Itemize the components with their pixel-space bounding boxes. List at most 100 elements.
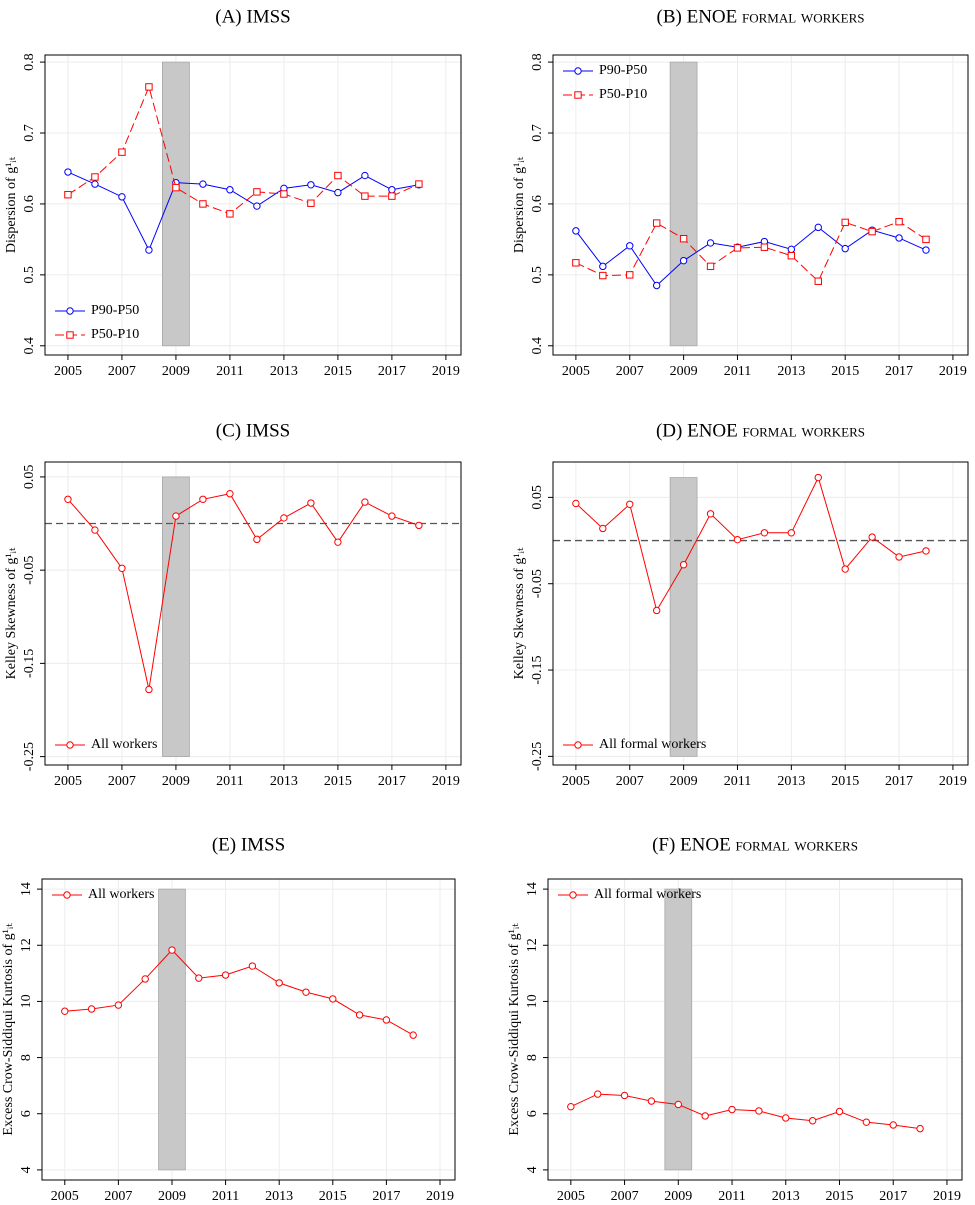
y-tick-label: 4 <box>525 1166 540 1173</box>
marker <box>868 227 876 236</box>
marker <box>226 210 234 218</box>
legend-label: P90-P50 <box>599 63 647 78</box>
marker <box>787 245 796 254</box>
x-tick-label: 2019 <box>939 364 967 379</box>
y-tick-label: 0.5 <box>530 266 545 284</box>
marker <box>61 1007 69 1015</box>
y-tick-label: 0.8 <box>22 53 37 70</box>
marker <box>679 256 688 265</box>
marker <box>814 473 822 482</box>
marker <box>199 200 207 208</box>
marker <box>674 1100 682 1109</box>
y-tick-label: 0.05 <box>530 485 545 510</box>
x-tick-label: 2007 <box>611 1189 639 1204</box>
marker <box>572 227 580 235</box>
legend-marker <box>66 307 74 315</box>
marker <box>226 186 234 194</box>
marker <box>91 173 99 181</box>
x-tick-label: 2015 <box>831 364 859 379</box>
x-tick-label: 2007 <box>104 1189 132 1204</box>
marker <box>388 512 396 520</box>
x-tick-label: 2005 <box>54 364 82 379</box>
plot-area <box>45 462 461 765</box>
legend-label: All formal workers <box>594 887 701 902</box>
legend-marker <box>66 331 74 339</box>
marker <box>253 535 261 544</box>
marker <box>706 262 715 271</box>
marker <box>361 498 369 506</box>
x-tick-label: 2017 <box>885 774 913 789</box>
y-tick-label: -0.25 <box>530 742 545 771</box>
marker <box>701 1112 709 1120</box>
marker <box>226 489 234 498</box>
marker <box>172 183 180 192</box>
x-tick-label: 2005 <box>54 774 82 789</box>
marker <box>280 514 288 522</box>
panel-title: (A) IMSS <box>215 6 290 27</box>
marker <box>64 495 72 503</box>
y-tick-label: 0.6 <box>530 195 545 213</box>
panel: (A) IMSS 2005 2007 2009 2011 2013 2015 2017 2019… <box>4 6 462 379</box>
panel-title: (F) ENOE formal workers <box>652 834 858 855</box>
marker <box>841 565 849 573</box>
shaded-period <box>162 61 190 347</box>
y-tick-label: 14 <box>525 882 540 896</box>
shaded-period <box>669 477 698 757</box>
marker <box>626 271 634 279</box>
legend-marker <box>574 67 582 75</box>
marker <box>145 83 153 91</box>
y-tick-label: 6 <box>19 1110 34 1117</box>
marker <box>706 239 715 247</box>
y-tick-label: 0.5 <box>22 266 37 284</box>
marker <box>652 281 661 290</box>
x-tick-label: 2013 <box>772 1189 800 1204</box>
marker <box>626 242 634 250</box>
legend-label: All workers <box>91 737 158 752</box>
marker <box>787 252 796 260</box>
marker <box>567 1103 575 1111</box>
plot-area <box>553 462 968 765</box>
marker <box>168 946 176 954</box>
plot-frame <box>44 461 462 766</box>
legend-label: All formal workers <box>599 737 706 752</box>
series-line <box>570 1093 921 1130</box>
x-tick-label: 2009 <box>162 364 190 379</box>
marker <box>755 1107 763 1115</box>
panel: (E) IMSS 2005 2007 2009 2011 2013 2015 2017 2019… <box>1 834 456 1204</box>
y-tick-label: -0.05 <box>530 569 545 598</box>
y-axis-label: Kelley Skewness of g¹ᵢₜ <box>512 547 527 679</box>
marker <box>862 1118 871 1126</box>
y-tick-label: 0.7 <box>22 124 37 142</box>
y-tick-label: 0.7 <box>530 124 545 142</box>
y-tick-label: 8 <box>525 1054 540 1061</box>
x-tick-label: 2013 <box>270 774 298 789</box>
panel-title: (E) IMSS <box>212 834 285 855</box>
series-line <box>64 949 414 1036</box>
plot-frame <box>547 878 963 1181</box>
marker <box>706 510 715 518</box>
marker <box>334 188 342 197</box>
x-tick-label: 2017 <box>372 1189 400 1204</box>
marker <box>307 499 315 507</box>
x-tick-label: 2019 <box>933 1189 961 1204</box>
marker <box>302 988 310 996</box>
x-tick-label: 2005 <box>557 1189 585 1204</box>
x-tick-label: 2019 <box>939 774 967 789</box>
marker <box>620 1091 629 1100</box>
marker <box>334 538 342 546</box>
marker <box>835 1107 844 1116</box>
marker <box>916 1124 924 1133</box>
y-tick-label: -0.15 <box>530 655 545 684</box>
marker <box>889 1121 897 1129</box>
marker <box>922 235 930 244</box>
marker <box>895 553 903 561</box>
plot-frame <box>552 54 969 356</box>
series-line <box>575 226 927 287</box>
marker <box>91 180 99 188</box>
x-tick-label: 2007 <box>108 364 136 379</box>
marker <box>221 971 230 979</box>
series-line <box>575 221 927 283</box>
marker <box>922 246 930 254</box>
marker <box>728 1105 736 1114</box>
